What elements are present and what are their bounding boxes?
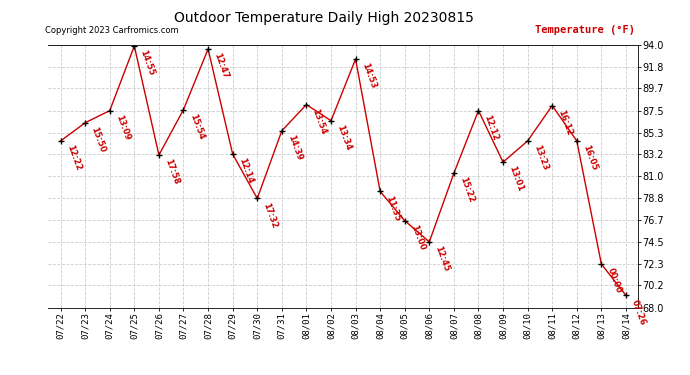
Text: Temperature (°F): Temperature (°F) xyxy=(535,24,635,34)
Text: 13:09: 13:09 xyxy=(114,113,131,141)
Text: 13:00: 13:00 xyxy=(409,224,426,251)
Text: 14:53: 14:53 xyxy=(359,62,377,90)
Text: 11:35: 11:35 xyxy=(384,194,402,222)
Text: 17:32: 17:32 xyxy=(262,201,279,229)
Text: 12:22: 12:22 xyxy=(65,144,82,172)
Text: 14:39: 14:39 xyxy=(286,134,304,162)
Text: 13:54: 13:54 xyxy=(310,107,328,135)
Text: 12:14: 12:14 xyxy=(237,157,255,185)
Text: 13:34: 13:34 xyxy=(335,123,353,152)
Text: Outdoor Temperature Daily High 20230815: Outdoor Temperature Daily High 20230815 xyxy=(175,11,474,25)
Text: 15:54: 15:54 xyxy=(188,112,206,141)
Text: Copyright 2023 Carfromics.com: Copyright 2023 Carfromics.com xyxy=(46,26,179,34)
Text: 12:47: 12:47 xyxy=(213,52,230,80)
Text: 17:58: 17:58 xyxy=(163,158,181,186)
Text: 16:12: 16:12 xyxy=(556,108,574,136)
Text: 13:01: 13:01 xyxy=(507,165,525,193)
Text: 14:55: 14:55 xyxy=(139,49,156,77)
Text: 13:23: 13:23 xyxy=(532,144,549,172)
Text: 15:50: 15:50 xyxy=(89,126,107,154)
Text: 12:45: 12:45 xyxy=(433,244,451,273)
Text: 07:26: 07:26 xyxy=(630,298,648,326)
Text: 16:05: 16:05 xyxy=(581,144,598,172)
Text: 15:22: 15:22 xyxy=(458,176,475,204)
Text: 00:00: 00:00 xyxy=(606,267,623,295)
Text: 12:12: 12:12 xyxy=(482,113,500,142)
